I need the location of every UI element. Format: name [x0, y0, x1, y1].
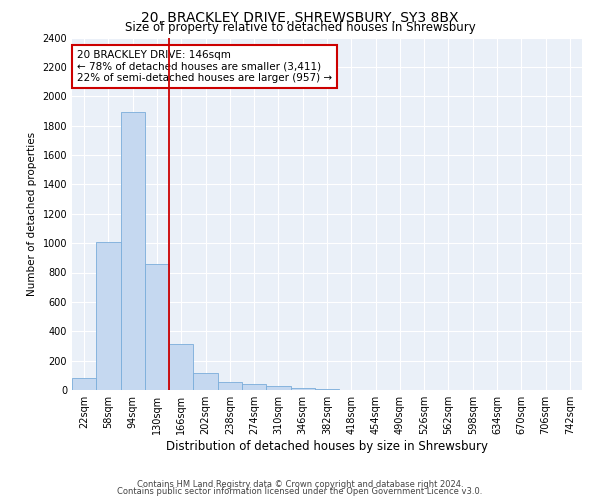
X-axis label: Distribution of detached houses by size in Shrewsbury: Distribution of detached houses by size …	[166, 440, 488, 453]
Bar	[96, 242, 121, 390]
Bar	[266, 386, 290, 390]
Text: Contains public sector information licensed under the Open Government Licence v3: Contains public sector information licen…	[118, 487, 482, 496]
Text: Size of property relative to detached houses in Shrewsbury: Size of property relative to detached ho…	[125, 21, 475, 34]
Bar	[145, 264, 169, 390]
Bar	[290, 388, 315, 390]
Y-axis label: Number of detached properties: Number of detached properties	[27, 132, 37, 296]
Bar	[193, 373, 218, 390]
Text: Contains HM Land Registry data © Crown copyright and database right 2024.: Contains HM Land Registry data © Crown c…	[137, 480, 463, 489]
Text: 20 BRACKLEY DRIVE: 146sqm
← 78% of detached houses are smaller (3,411)
22% of se: 20 BRACKLEY DRIVE: 146sqm ← 78% of detac…	[77, 50, 332, 83]
Bar	[242, 384, 266, 390]
Text: 20, BRACKLEY DRIVE, SHREWSBURY, SY3 8BX: 20, BRACKLEY DRIVE, SHREWSBURY, SY3 8BX	[141, 11, 459, 25]
Bar	[218, 382, 242, 390]
Bar	[121, 112, 145, 390]
Bar	[72, 378, 96, 390]
Bar	[169, 344, 193, 390]
